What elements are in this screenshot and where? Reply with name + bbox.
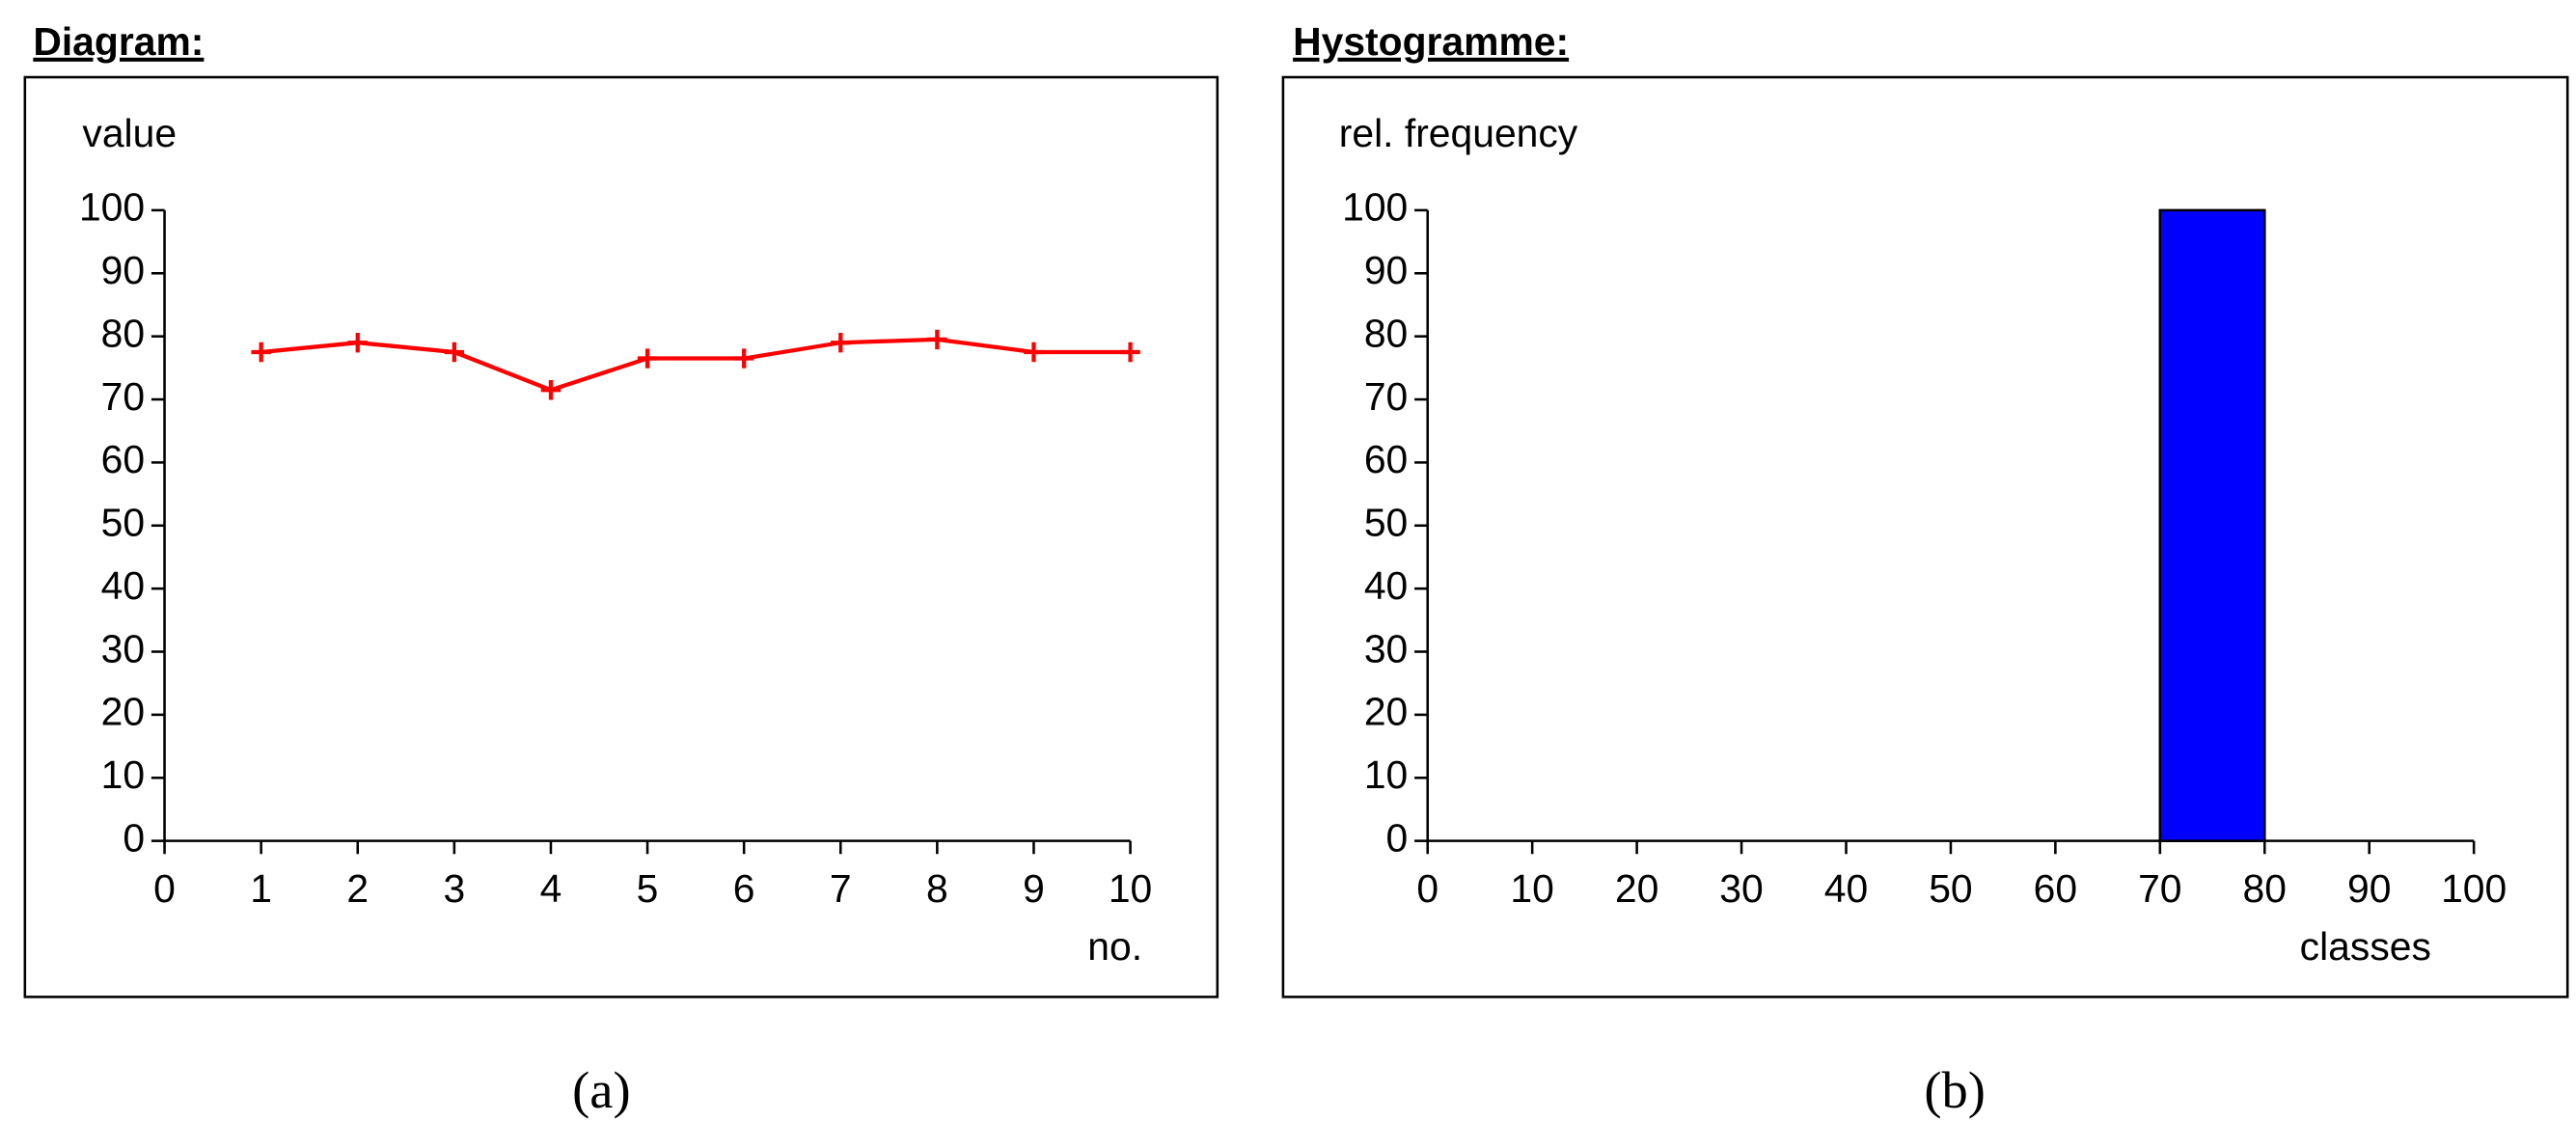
y-tick-label: 70 <box>1364 374 1408 419</box>
y-tick-label: 90 <box>1364 248 1408 292</box>
chart-title: Diagram: <box>33 19 204 64</box>
panel-frame <box>23 75 1219 998</box>
y-tick-label: 80 <box>101 311 145 355</box>
point-marker <box>444 342 465 363</box>
x-tick-label: 70 <box>2138 866 2181 911</box>
y-tick-label: 20 <box>101 690 145 734</box>
point-marker <box>251 342 271 363</box>
x-tick-label: 80 <box>2243 866 2287 911</box>
y-tick-label: 90 <box>101 248 145 292</box>
x-tick-label: 40 <box>1824 866 1868 911</box>
y-tick-label: 20 <box>1364 690 1408 734</box>
y-tick-label: 50 <box>1364 501 1408 545</box>
caption: (b) <box>1924 1060 1986 1119</box>
point-marker <box>637 348 658 369</box>
y-tick-label: 100 <box>79 185 145 230</box>
y-axis-label: value <box>82 111 177 155</box>
y-tick-label: 50 <box>101 501 145 545</box>
y-tick-label: 40 <box>101 563 145 608</box>
y-tick-label: 60 <box>101 437 145 481</box>
x-tick-label: 9 <box>1023 866 1045 911</box>
y-tick-label: 30 <box>101 626 145 670</box>
x-tick-label: 20 <box>1615 866 1658 911</box>
chart-title: Hystogramme: <box>1293 19 1569 64</box>
y-tick-label: 70 <box>101 374 145 419</box>
histogram-bar <box>2158 208 2266 842</box>
data-line <box>260 337 1131 393</box>
x-tick-label: 100 <box>2441 866 2507 911</box>
x-tick-label: 7 <box>830 866 852 911</box>
x-tick-label: 10 <box>1510 866 1553 911</box>
y-tick-label: 10 <box>1364 752 1408 797</box>
y-tick-label: 40 <box>1364 563 1408 608</box>
x-tick-label: 90 <box>2347 866 2391 911</box>
y-tick-label: 100 <box>1342 185 1408 230</box>
point-marker <box>540 380 562 400</box>
point-marker <box>733 348 754 369</box>
x-tick-label: 3 <box>443 866 465 911</box>
y-tick-label: 0 <box>123 815 145 860</box>
x-tick-label: 1 <box>250 866 272 911</box>
caption: (a) <box>572 1060 630 1119</box>
x-tick-label: 60 <box>2034 866 2077 911</box>
x-axis-label: no. <box>1087 924 1142 969</box>
x-axis-label: classes <box>2300 924 2431 969</box>
point-marker <box>927 329 947 350</box>
x-tick-label: 8 <box>926 866 948 911</box>
panel-frame <box>1281 75 2569 998</box>
x-tick-label: 2 <box>346 866 369 911</box>
y-tick-label: 0 <box>1386 815 1409 860</box>
x-tick-label: 4 <box>540 866 562 911</box>
x-tick-label: 6 <box>733 866 755 911</box>
x-tick-label: 10 <box>1109 866 1152 911</box>
x-tick-label: 0 <box>153 866 176 911</box>
y-axis-label: rel. frequency <box>1339 111 1578 155</box>
x-tick-label: 50 <box>1929 866 1972 911</box>
point-marker <box>831 332 851 353</box>
y-tick-label: 80 <box>1364 311 1408 355</box>
y-tick-label: 10 <box>101 752 145 797</box>
x-tick-label: 0 <box>1416 866 1439 911</box>
point-marker <box>1120 342 1140 363</box>
point-marker <box>1024 342 1044 363</box>
y-tick-label: 30 <box>1364 626 1408 670</box>
x-tick-label: 30 <box>1719 866 1763 911</box>
point-marker <box>347 332 368 353</box>
y-tick-label: 60 <box>1364 437 1408 481</box>
x-tick-label: 5 <box>637 866 659 911</box>
